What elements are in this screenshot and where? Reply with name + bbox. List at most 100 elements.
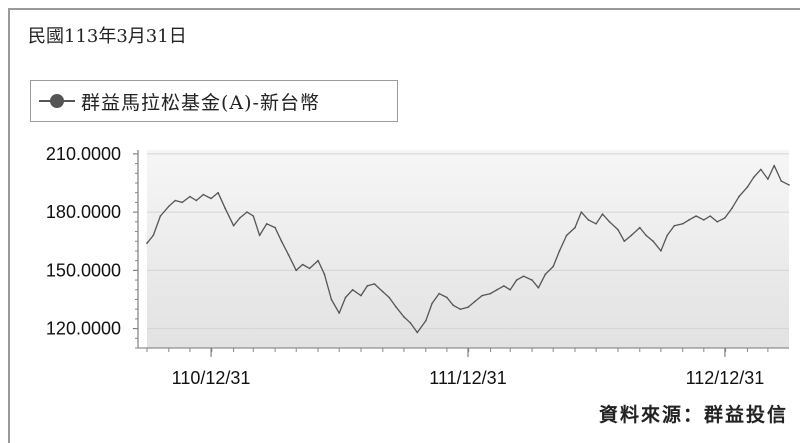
series-point [210,197,212,200]
series-point [195,199,198,202]
series-point [330,298,333,301]
series-point [265,223,268,225]
series-point [224,207,226,209]
series-point [467,306,469,309]
source-note: 資料來源：群益投信 [598,404,788,426]
series-point [403,316,405,318]
series-point [574,226,576,229]
series-point [232,224,235,227]
series-point [515,279,518,281]
series-point [481,294,483,297]
series-point [323,273,326,276]
series-point [474,300,476,303]
series-point [252,215,255,217]
x-tick-label: 112/12/31 [686,368,765,388]
series-point [623,240,626,242]
series-point [666,234,668,237]
series-point [395,306,398,309]
series-point [552,265,554,268]
series-point [660,250,662,252]
series-point [601,213,604,215]
series-point [617,228,619,231]
series-point [703,219,705,221]
series-point [409,322,412,324]
series-point [431,302,433,305]
series-point [509,289,512,291]
series-point [416,331,419,334]
series-point [295,269,298,272]
series-point [452,304,455,307]
series-point [688,219,690,221]
series-point [565,234,568,237]
series-point [168,205,170,208]
series-point [459,308,462,311]
series-point [388,296,391,299]
series-point [788,184,790,186]
plot-area [147,150,789,348]
series-point [373,283,376,285]
series-point [652,240,654,242]
series-point [724,217,726,219]
series-point [287,254,290,256]
series-point [595,223,597,225]
date-label: 民國113年3月31日 [28,26,187,47]
series-point [217,191,219,194]
series-point [146,242,148,244]
series-point [438,292,440,295]
series-point [308,267,311,270]
series-point [731,207,733,209]
legend-label: 群益馬拉松基金(A)-新台幣 [81,91,320,114]
series-point [159,215,162,217]
series-point [280,240,283,242]
series-point [673,224,676,227]
series-point [301,263,304,266]
series-point [773,164,775,167]
series-point [258,234,261,237]
y-tick-label: 120.0000 [46,319,121,339]
series-point [738,195,740,198]
series-point [681,223,684,225]
series-point [780,180,783,182]
series-point [608,221,611,223]
series-point [489,292,492,295]
legend: 群益馬拉松基金(A)-新台幣 [30,80,398,122]
series-point [174,199,176,202]
series-point [181,201,183,204]
series-point [537,287,540,289]
series-point [425,320,427,322]
series-point [496,289,498,291]
series-point [351,289,354,291]
series-point [558,250,561,252]
series-point [338,312,341,314]
series-point [767,178,769,180]
series-point [580,211,583,213]
series-point [344,296,347,299]
legend-marker-icon [39,94,75,108]
series-point [753,176,755,178]
x-tick-label: 111/12/31 [429,368,506,388]
y-tick-label: 150.0000 [46,260,121,280]
series-point [446,296,448,299]
series-point [695,215,697,217]
series-point [152,234,155,237]
series-point [522,275,525,278]
series-point [189,195,191,198]
series-point [274,226,276,229]
series-point [630,234,633,237]
y-tick-label: 210.0000 [46,144,121,164]
series-point [202,193,205,196]
series-point [716,221,718,223]
series-point [709,215,711,217]
series-point [746,186,749,188]
series-point [503,285,505,287]
series-point [544,273,547,276]
y-tick-label: 180.0000 [46,202,121,222]
series-point [382,290,384,293]
series-point [317,259,319,262]
series-point [645,234,647,237]
series-point [246,211,248,213]
series-point [531,279,533,281]
series-point [587,219,590,221]
series-point [639,226,641,229]
